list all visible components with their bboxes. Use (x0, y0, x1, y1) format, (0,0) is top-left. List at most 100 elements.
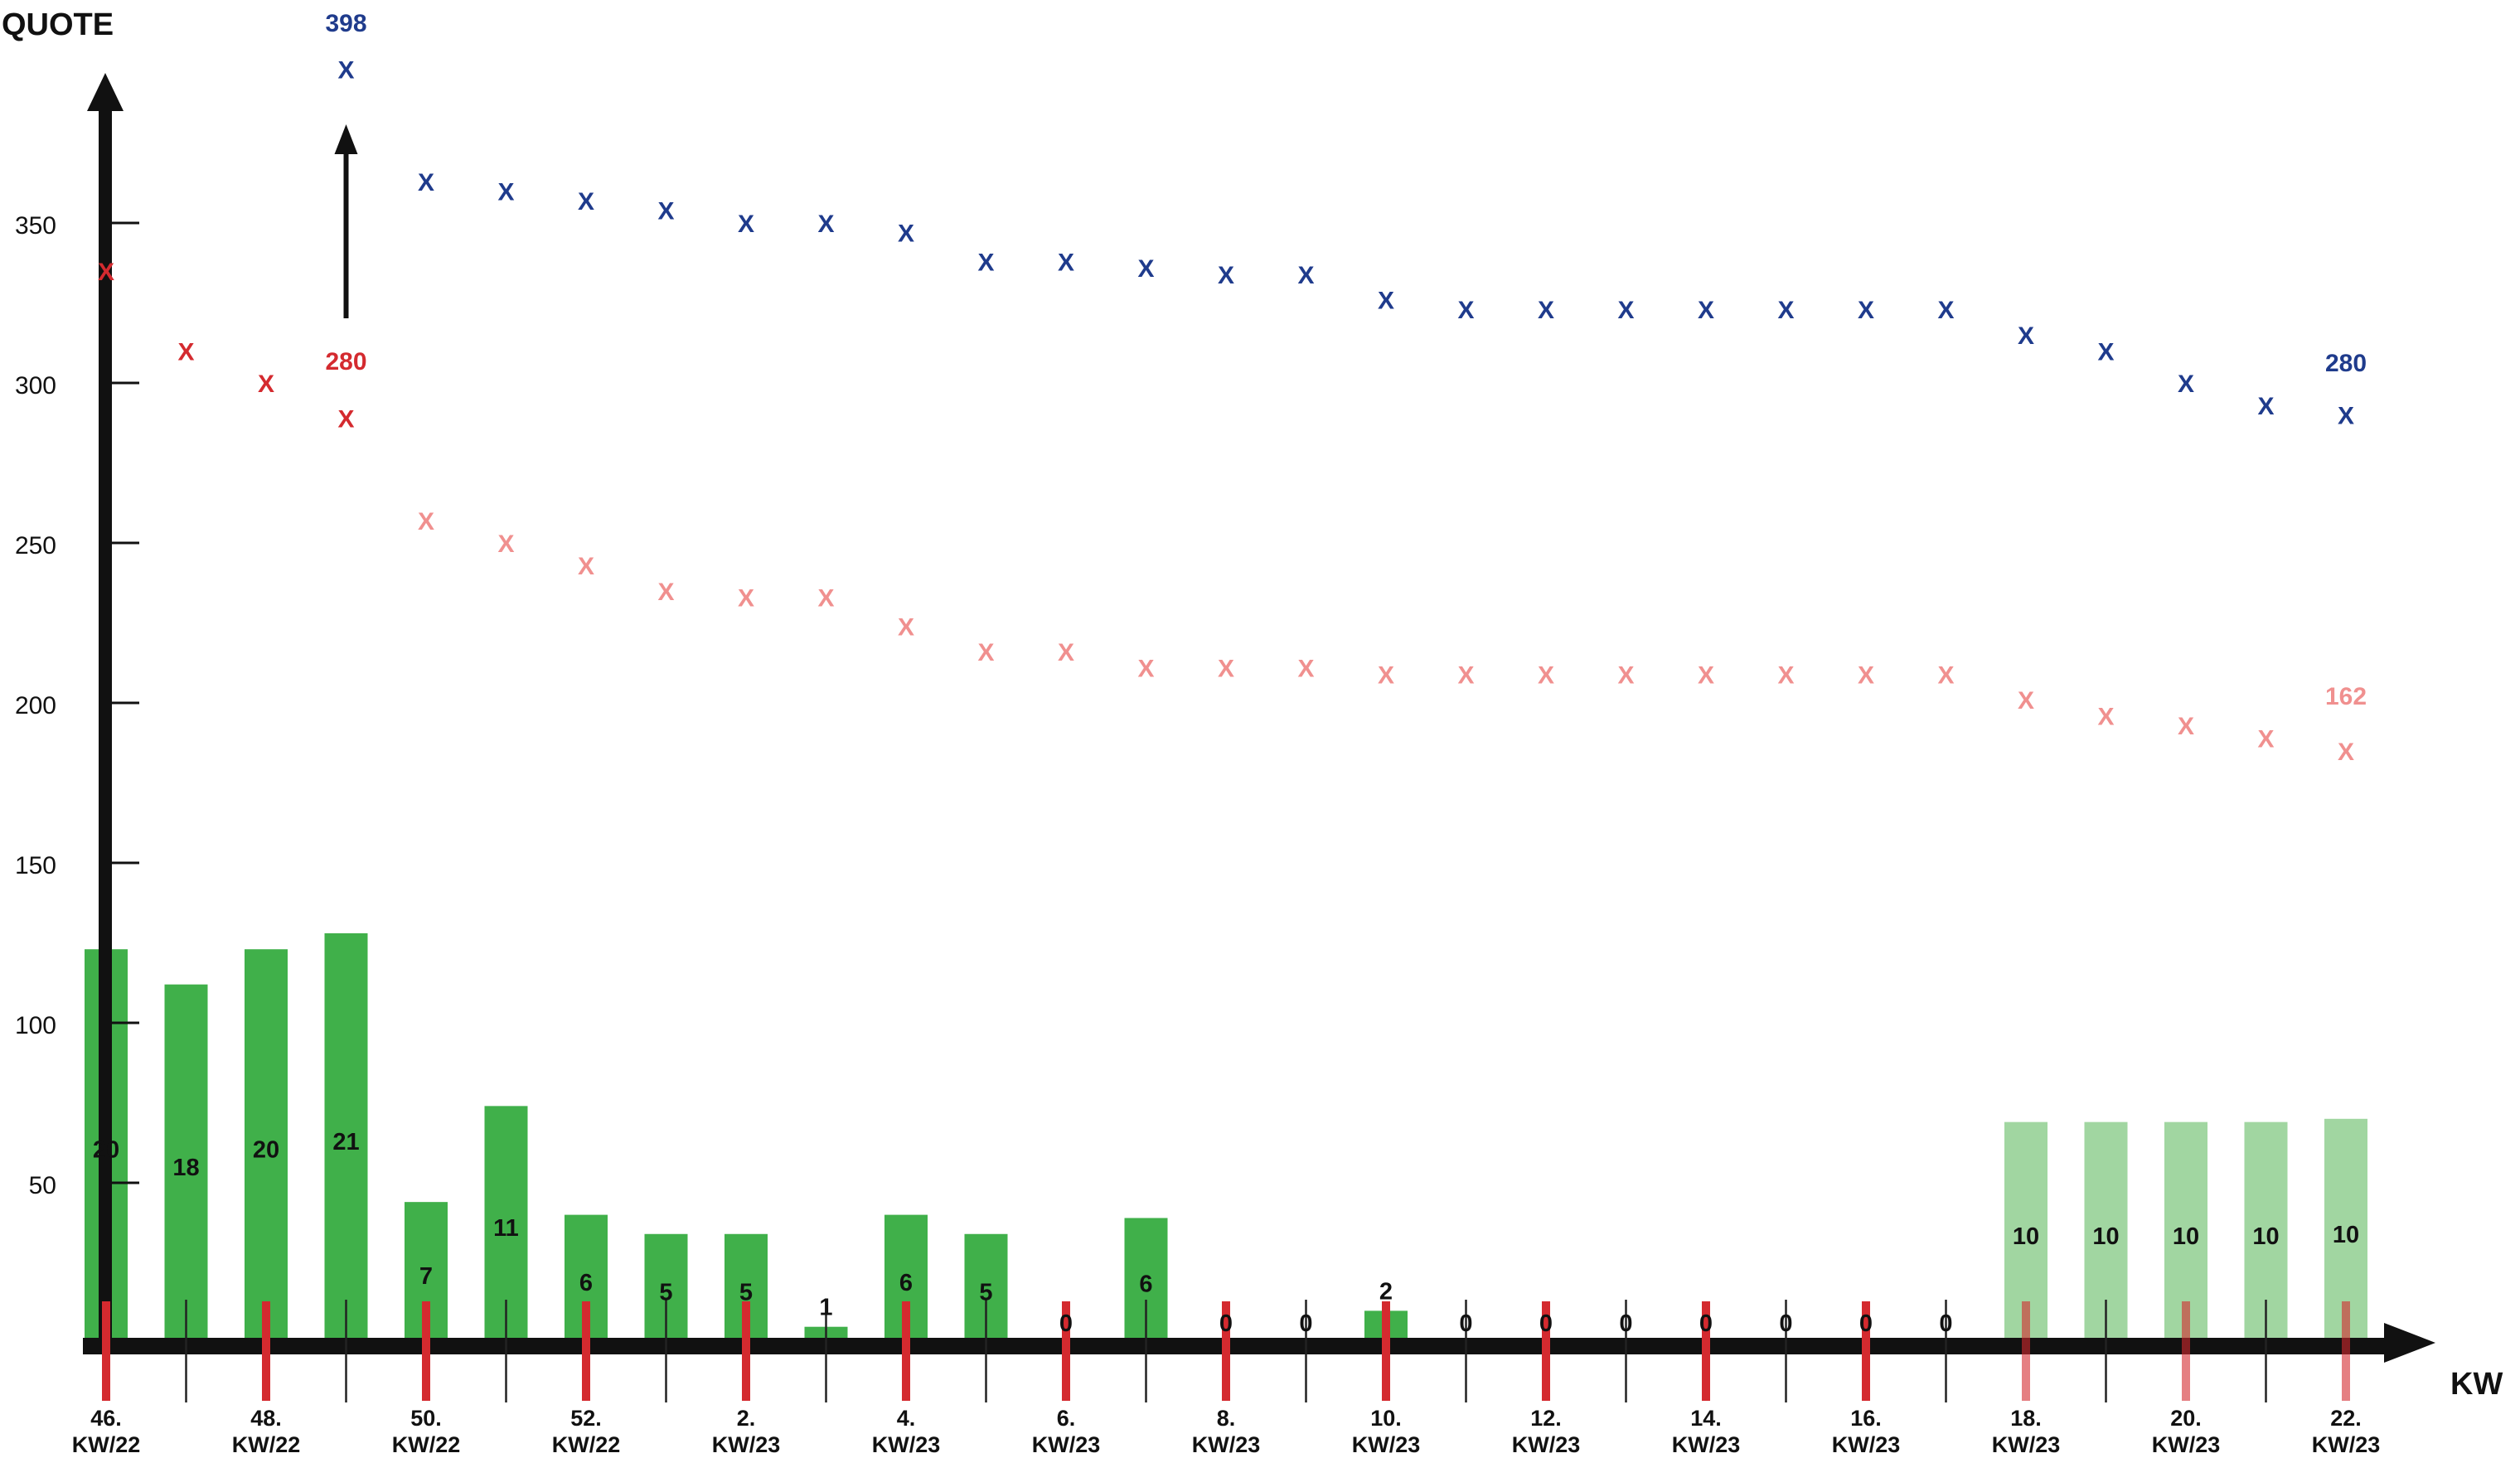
x-tick-label-week: 52. (570, 1406, 602, 1431)
series-1-point: X (657, 198, 674, 225)
y-tick-label: 150 (15, 852, 56, 879)
series-2-point: X (337, 405, 354, 433)
series-1-point: X (1698, 297, 1714, 324)
bar-value-label: 6 (1139, 1272, 1152, 1298)
series-1-point: X (1297, 262, 1314, 289)
marks-layer: X X X X X X X X X X X X X X X X X X X X X X X X X X X X X X X X X X X X X X X X… (98, 57, 2354, 766)
x-tick-major (2022, 1301, 2030, 1401)
x-axis-line (83, 1338, 2387, 1354)
series-1-point: X (1058, 249, 1074, 276)
series-2-point: X (497, 530, 514, 558)
x-tick-label-week: 6. (1057, 1406, 1076, 1431)
series-2-point: X (657, 579, 674, 606)
x-tick-label-week: 12. (1530, 1406, 1562, 1431)
bar-value-label: 1 (819, 1295, 832, 1321)
series-2-point: X (177, 338, 194, 366)
x-tick-label-year: KW/23 (1672, 1432, 1741, 1457)
bar-value-label: 6 (899, 1270, 913, 1296)
bar-value-label: 0 (1539, 1310, 1553, 1337)
bar-value-label: 20 (93, 1137, 119, 1164)
series-1-point: X (2338, 403, 2354, 430)
bar-value-label: 0 (1059, 1310, 1073, 1337)
series-2-point: X (98, 259, 114, 286)
labels-layer: 5010015020025030035046.KW/2248.KW/2250.K… (15, 10, 2380, 1457)
bar-value-label: 5 (739, 1279, 753, 1305)
bar-value-label: 0 (1779, 1310, 1792, 1337)
series-2-point: X (1218, 656, 1234, 683)
x-tick-label-year: KW/22 (552, 1432, 621, 1457)
x-tick-label-week: 14. (1690, 1406, 1722, 1431)
series-1-point: X (1617, 297, 1634, 324)
x-tick-major (742, 1301, 750, 1401)
series-2-point: X (2097, 703, 2114, 730)
x-tick-label-year: KW/23 (2152, 1432, 2221, 1457)
series-1-point: X (337, 57, 354, 85)
y-tick-label: 300 (15, 372, 56, 400)
bar-value-label: 0 (1699, 1310, 1713, 1337)
series-2-point: X (1698, 661, 1714, 689)
series-1-point: X (1457, 297, 1474, 324)
series-1-point: X (898, 220, 914, 248)
x-tick-label-week: 50. (410, 1406, 442, 1431)
series-2-point: X (1137, 656, 1154, 683)
x-tick-label-year: KW/22 (232, 1432, 301, 1457)
increase-arrow-head (334, 124, 358, 154)
series-1-point: X (1538, 297, 1554, 324)
bar (164, 984, 208, 1349)
annotation-end-low: 162 (2325, 683, 2367, 710)
x-tick-major (1382, 1301, 1390, 1401)
x-tick-label-year: KW/23 (872, 1432, 941, 1457)
series-1-point: X (418, 169, 434, 196)
series-2-point: X (1457, 661, 1474, 689)
series-1-point: X (2178, 371, 2194, 398)
bar-value-label: 10 (2013, 1223, 2039, 1250)
bar-value-label: 0 (1299, 1310, 1312, 1337)
series-1-point: X (1937, 297, 1954, 324)
series-2-point: X (578, 553, 594, 580)
x-tick-major (1222, 1301, 1230, 1401)
series-1-point: X (2257, 393, 2274, 420)
series-2-point: X (1297, 656, 1314, 683)
x-tick-major (1702, 1301, 1710, 1401)
series-2-point: X (2257, 725, 2274, 753)
series-2-point: X (2338, 739, 2354, 766)
x-tick-major (902, 1301, 910, 1401)
y-tick-label: 100 (15, 1012, 56, 1039)
x-tick-major (1862, 1301, 1870, 1401)
series-2-point: X (898, 613, 914, 641)
x-tick-label-year: KW/23 (1992, 1432, 2061, 1457)
series-1-point: X (817, 211, 834, 238)
x-tick-label-year: KW/23 (1512, 1432, 1581, 1457)
axes-layer (83, 73, 2435, 1402)
series-2-point: X (1058, 639, 1074, 666)
bar-value-label: 10 (2333, 1222, 2359, 1248)
x-tick-major (1062, 1301, 1070, 1401)
bar-value-label: 2 (1379, 1278, 1393, 1305)
series-1-point: X (578, 188, 594, 216)
annotation-end-high: 280 (2325, 350, 2367, 377)
x-tick-label-year: KW/23 (1832, 1432, 1901, 1457)
series-2-point: X (738, 585, 754, 613)
x-tick-label-year: KW/23 (1032, 1432, 1101, 1457)
bar-value-label: 5 (659, 1279, 672, 1305)
series-2-point: X (418, 508, 434, 535)
x-tick-label-year: KW/22 (392, 1432, 461, 1457)
x-tick-major (102, 1301, 110, 1401)
series-2-point: X (1617, 661, 1634, 689)
bar-value-label: 7 (419, 1263, 433, 1290)
series-2-point: X (1777, 661, 1794, 689)
series-1-point: X (2018, 322, 2034, 350)
x-tick-label-week: 18. (2010, 1406, 2042, 1431)
bar-value-label: 6 (579, 1270, 593, 1296)
x-axis-arrow (2384, 1323, 2435, 1363)
series-2-point: X (1378, 661, 1394, 689)
x-tick-label-year: KW/23 (1352, 1432, 1421, 1457)
y-axis-arrow (87, 73, 124, 111)
bar (324, 932, 368, 1349)
series-2-point: X (1937, 661, 1954, 689)
series-2-point: X (1538, 661, 1554, 689)
bar-value-label: 21 (332, 1129, 359, 1155)
y-axis-label: QUOTE (2, 7, 114, 42)
x-tick-major (422, 1301, 430, 1401)
series-2-point: X (817, 585, 834, 613)
